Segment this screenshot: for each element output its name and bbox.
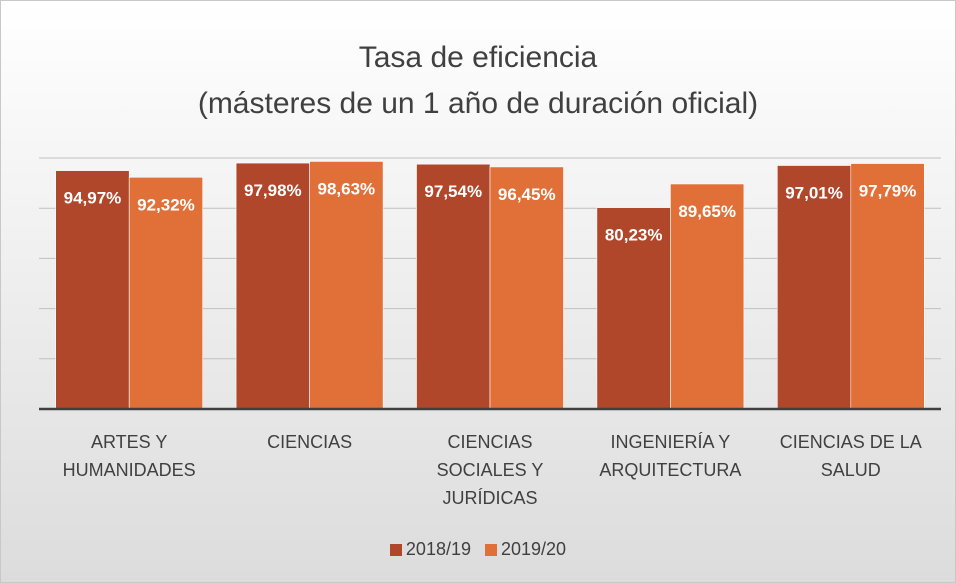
bar bbox=[776, 165, 852, 410]
data-label: 97,01% bbox=[785, 184, 843, 203]
data-label: 97,98% bbox=[244, 181, 302, 200]
data-label: 92,32% bbox=[137, 195, 195, 214]
legend-swatch bbox=[389, 543, 402, 556]
bar bbox=[309, 161, 384, 410]
legend-swatch bbox=[485, 543, 497, 556]
bar bbox=[128, 176, 203, 410]
bar bbox=[235, 162, 310, 410]
x-tick-label: ARTES Y HUMANIDADES bbox=[62, 432, 196, 480]
x-tick-label: INGENIERÍA Y ARQUITECTURA bbox=[599, 432, 742, 480]
bar bbox=[489, 166, 564, 410]
chart-title: Tasa de eficiencia bbox=[358, 41, 598, 74]
data-label: 97,79% bbox=[859, 182, 917, 201]
bar bbox=[416, 163, 491, 410]
legend-label: 2018/19 bbox=[405, 539, 471, 559]
legend-label: 2019/20 bbox=[501, 539, 567, 559]
data-label: 96,45% bbox=[498, 185, 556, 204]
data-label: 98,63% bbox=[318, 179, 376, 198]
x-tick-label: CIENCIAS SOCIALES Y JURÍDICAS bbox=[436, 432, 544, 508]
x-tick-label: CIENCIAS DE LA SALUD bbox=[779, 432, 922, 480]
legend: 2018/19 2019/20 bbox=[1, 539, 955, 560]
x-tick-label: CIENCIAS bbox=[267, 432, 353, 452]
data-label: 97,54% bbox=[424, 182, 482, 201]
bar bbox=[596, 207, 671, 410]
bar bbox=[55, 170, 130, 410]
legend-item: 2018/19 bbox=[389, 539, 471, 560]
bar bbox=[670, 183, 745, 410]
legend-item: 2019/20 bbox=[485, 539, 566, 560]
chart-subtitle: (másteres de un 1 año de duración oficia… bbox=[197, 87, 759, 120]
bar bbox=[850, 163, 925, 410]
data-label: 94,97% bbox=[64, 189, 122, 208]
data-label: 80,23% bbox=[605, 226, 663, 245]
data-label: 89,65% bbox=[678, 202, 736, 221]
